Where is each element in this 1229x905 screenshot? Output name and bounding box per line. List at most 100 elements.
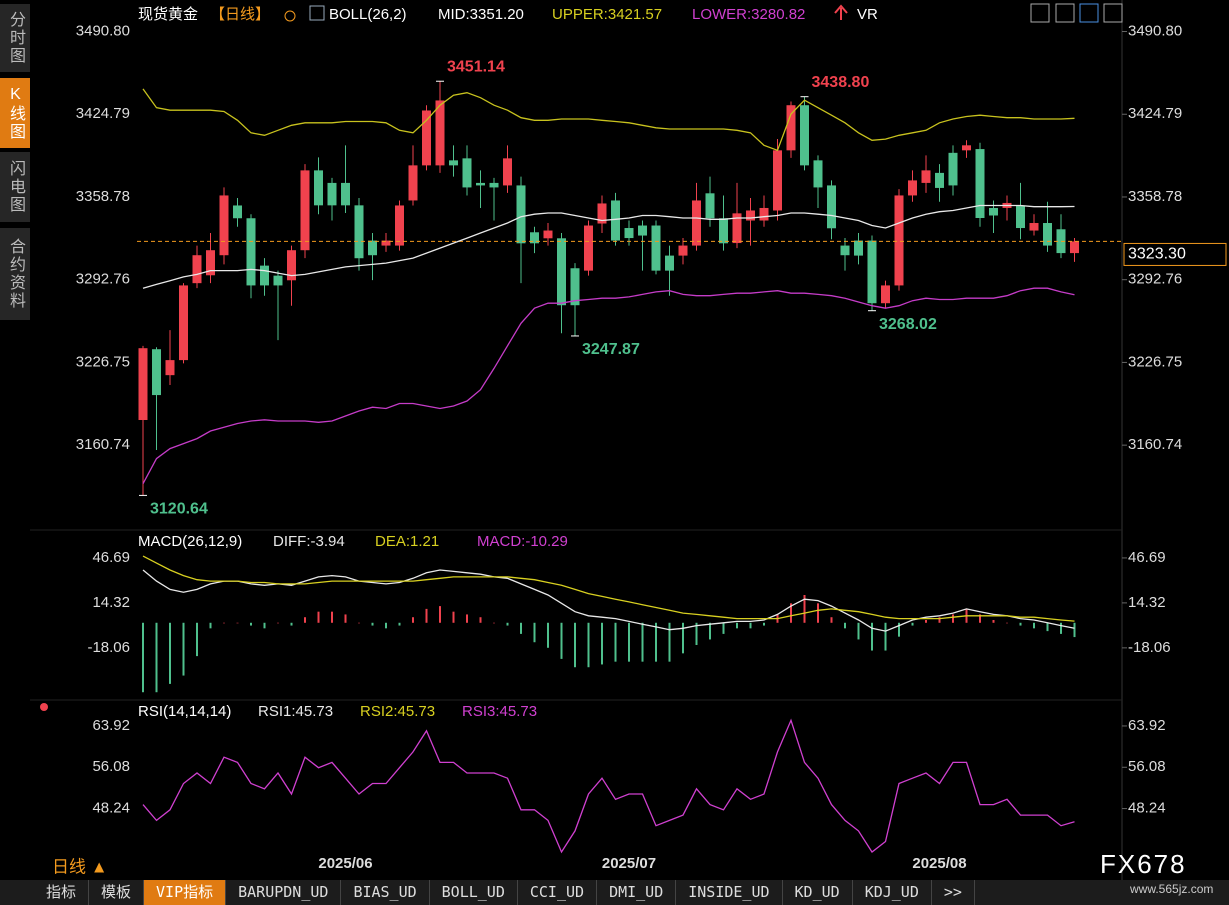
indicator-tab[interactable]: BARUPDN_UD xyxy=(226,880,342,905)
y-tick-label: 3358.78 xyxy=(1128,188,1182,205)
indicator-tab[interactable]: 指标 xyxy=(34,880,90,905)
y-tick-label: 3292.76 xyxy=(76,271,130,288)
candle-body xyxy=(719,218,728,244)
macd-bar xyxy=(425,608,428,623)
indicator-tab[interactable]: INSIDE_UD xyxy=(676,880,783,905)
candle-body xyxy=(705,193,715,219)
icon[interactable] xyxy=(284,10,296,22)
candle-body xyxy=(692,200,701,246)
macd-bar xyxy=(466,614,468,623)
candle-body xyxy=(867,240,877,304)
icon[interactable] xyxy=(1055,3,1075,23)
candle-body xyxy=(651,225,661,271)
symbol: 现货黄金 xyxy=(138,6,198,23)
macd-bar xyxy=(331,611,333,623)
candle-body xyxy=(854,240,863,256)
y-tick-label: 56.08 xyxy=(1128,758,1166,775)
y-tick-label: 3490.80 xyxy=(1128,22,1182,39)
indicator-tab[interactable]: BIAS_UD xyxy=(341,880,430,905)
icon[interactable] xyxy=(309,5,325,21)
macd-bar xyxy=(911,622,914,626)
macd-bar xyxy=(155,622,158,693)
indicator-value: RSI3:45.73 xyxy=(462,703,537,720)
series-line xyxy=(142,88,1075,152)
icon[interactable] xyxy=(1079,3,1099,23)
y-tick-label: 3358.78 xyxy=(76,188,130,205)
candle-body xyxy=(611,200,620,241)
macd-bar xyxy=(371,622,374,626)
macd-bar xyxy=(992,620,995,623)
side-tab[interactable]: 闪电图 xyxy=(0,152,30,222)
icon[interactable] xyxy=(1103,3,1123,23)
indicator-tab[interactable]: 模板 xyxy=(89,880,145,905)
watermark-url: www.565jz.com xyxy=(1130,882,1214,896)
macd-bar xyxy=(304,617,306,623)
candle-body xyxy=(462,158,472,188)
watermark-logo: FX678 xyxy=(1100,849,1187,879)
indicator-tab[interactable]: DMI_UD xyxy=(597,880,677,905)
toolbar: 指标 模板 VIP指标 BARUPDN_UD BIAS_UD BOLL_UD CCI_UD D… xyxy=(0,880,1229,905)
candle-body xyxy=(327,182,337,206)
y-tick-label: 56.08 xyxy=(92,758,130,775)
macd-bar xyxy=(412,617,414,623)
side-tab[interactable]: 分时图 xyxy=(0,4,30,72)
y-tick-label: 46.69 xyxy=(1128,549,1166,566)
macd-bar xyxy=(790,603,792,623)
indicator-tab[interactable]: CCI_UD xyxy=(518,880,598,905)
y-tick-label: 3292.76 xyxy=(1128,271,1182,288)
candle-body xyxy=(179,285,188,361)
candle-body xyxy=(773,150,782,211)
candle-body xyxy=(543,230,553,239)
candle-body xyxy=(408,165,418,201)
candle-body xyxy=(449,160,458,166)
candle-body xyxy=(786,105,796,151)
candle-body xyxy=(584,225,593,271)
indicator-tab[interactable]: VIP指标 xyxy=(144,880,227,905)
y-tick-label: 3226.75 xyxy=(1128,353,1182,370)
indicator-title: RSI(14,14,14) xyxy=(138,703,231,720)
x-tick-label: 2025/06 xyxy=(318,855,372,872)
side-tab[interactable]: K线图 xyxy=(0,78,30,148)
period-switch[interactable]: 日线 ▲ xyxy=(52,857,108,876)
macd-bar xyxy=(574,622,576,668)
candle-body xyxy=(908,180,917,196)
candle-body xyxy=(1043,223,1052,246)
indicator-tab[interactable]: >> xyxy=(932,880,975,905)
candle-body xyxy=(489,182,499,188)
candle-body xyxy=(935,172,944,188)
y-tick-label: 63.92 xyxy=(92,717,130,734)
macd-bar xyxy=(979,614,981,623)
candle-body xyxy=(165,360,175,376)
candle-body xyxy=(624,228,634,239)
candle-body xyxy=(422,110,431,166)
candle-body xyxy=(638,225,647,236)
candle-body xyxy=(921,170,931,183)
macd-bar xyxy=(749,622,752,629)
macd-bar xyxy=(560,622,563,659)
toolbar-icons xyxy=(1030,3,1123,23)
series-line xyxy=(142,287,1075,485)
macd-bar xyxy=(1060,622,1062,634)
macd-bar xyxy=(209,622,212,629)
candle-body xyxy=(395,205,404,246)
candle-body xyxy=(989,207,998,216)
indicator-tab[interactable]: BOLL_UD xyxy=(430,880,518,905)
indicator-tab[interactable]: KD_UD xyxy=(783,880,853,905)
macd-bar xyxy=(736,622,738,629)
x-tick-label: 2025/07 xyxy=(602,855,656,872)
current-price-box xyxy=(1123,242,1227,266)
current-price-label: 3323.30 xyxy=(1128,246,1186,263)
y-tick-label: 3424.79 xyxy=(76,105,130,122)
indicator-value: MACD:-10.29 xyxy=(477,533,568,550)
macd-bar xyxy=(1006,622,1008,624)
x-tick-label: 2025/08 xyxy=(912,855,966,872)
macd-bar xyxy=(547,622,549,648)
candle-body xyxy=(881,285,890,304)
candle-body xyxy=(840,245,850,256)
icon[interactable] xyxy=(1030,3,1050,23)
macd-bar xyxy=(493,622,495,624)
indicator-tab[interactable]: KDJ_UD xyxy=(853,880,932,905)
side-tab[interactable]: 合约资料 xyxy=(0,228,30,320)
candle-body xyxy=(732,213,742,244)
